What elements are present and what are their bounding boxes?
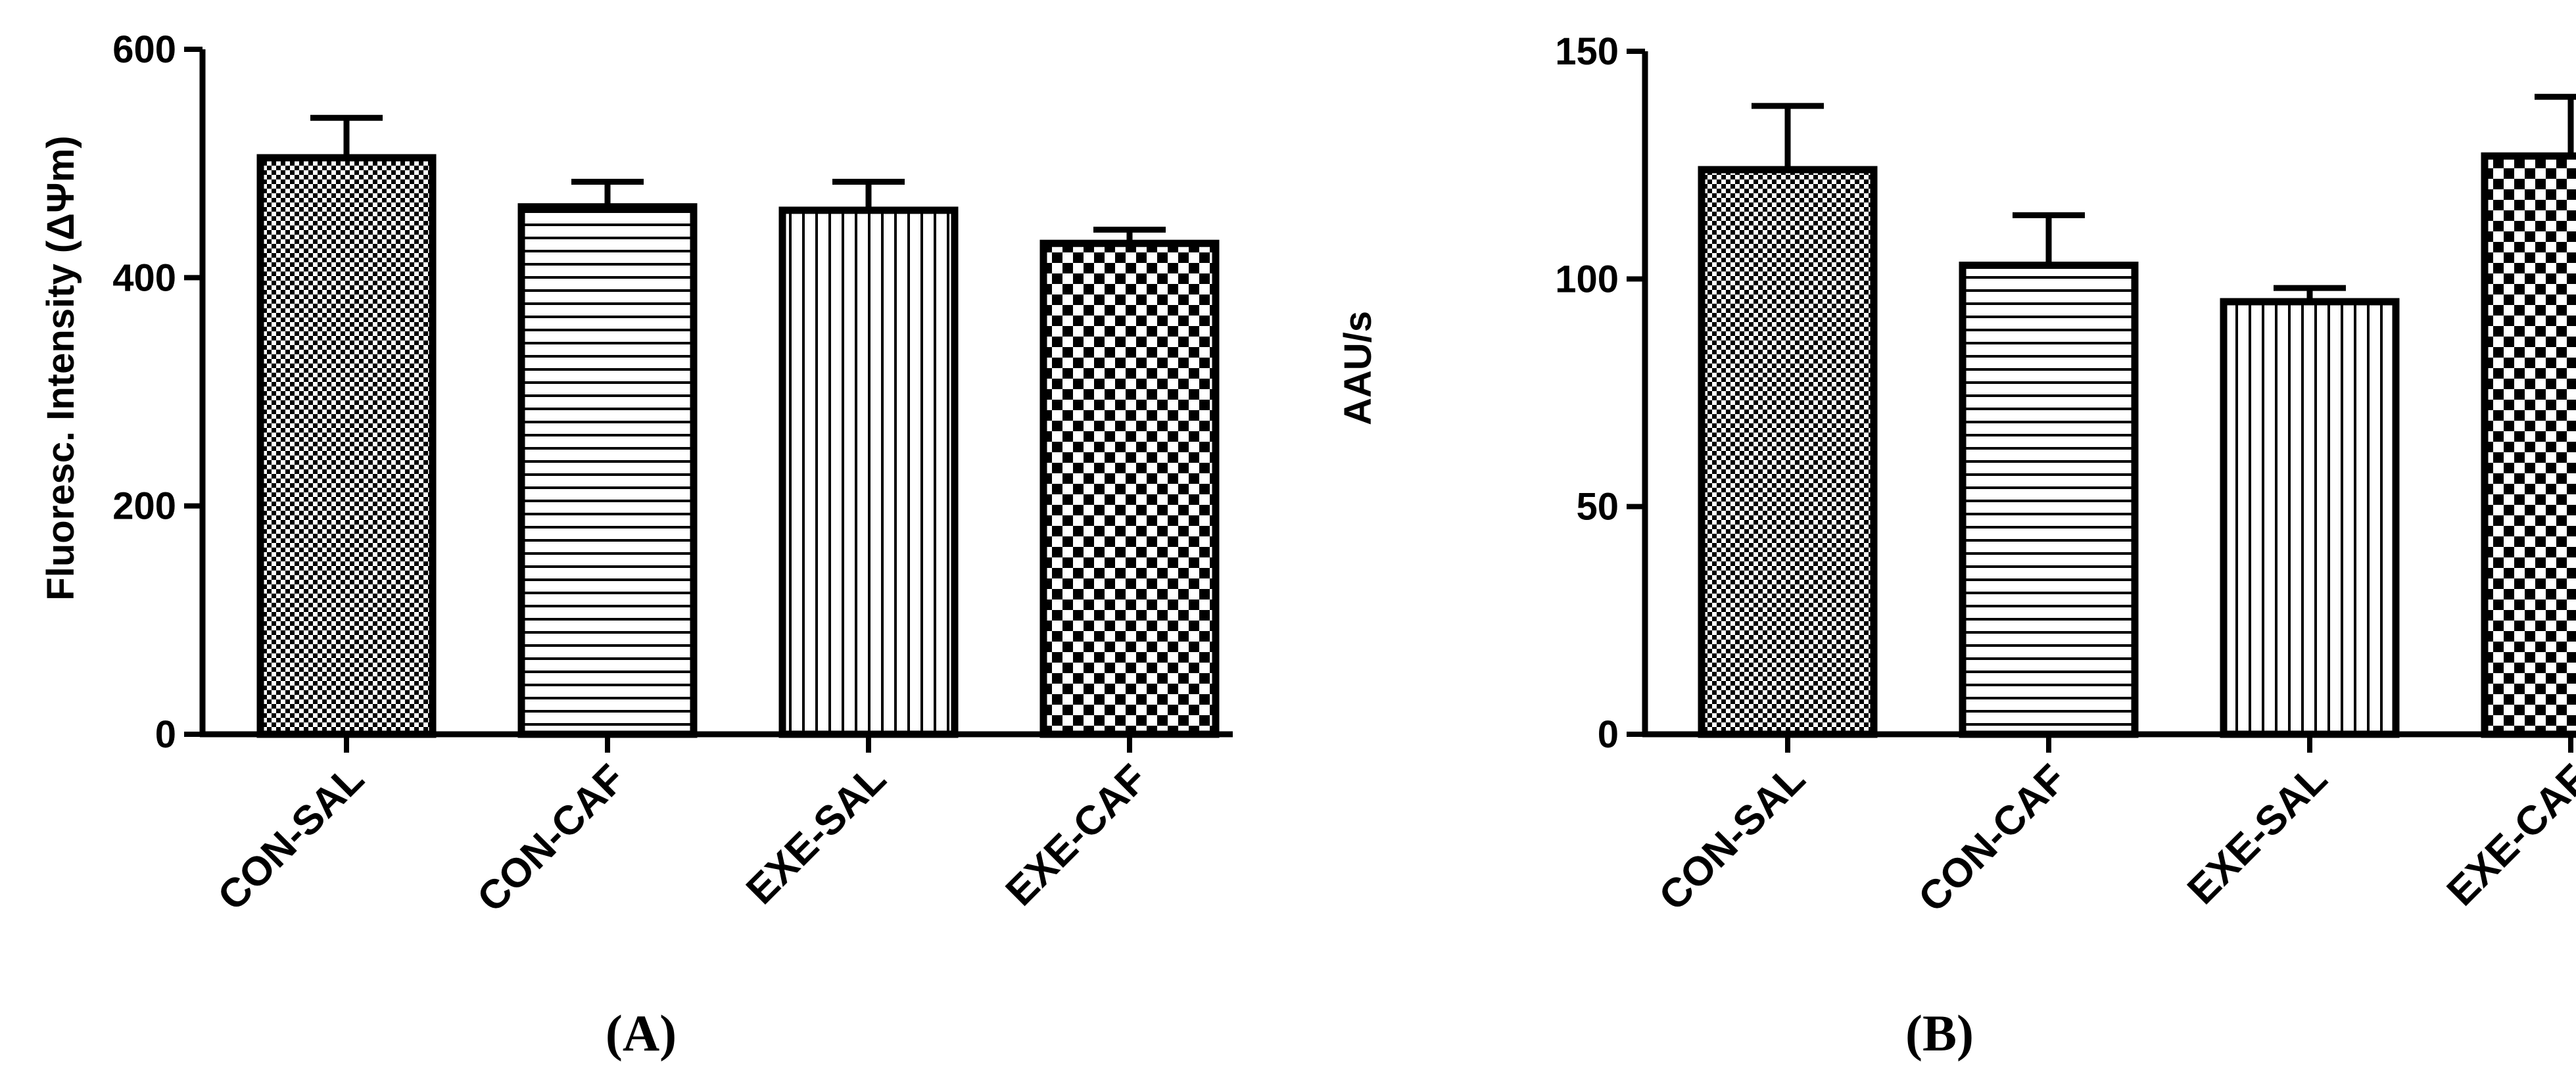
bar-con-sal xyxy=(1698,166,1878,738)
y-axis-label: Fluoresc. Intensity (ΔΨm) xyxy=(39,135,82,600)
bar-con-sal xyxy=(256,154,437,738)
category-label: CON-CAF xyxy=(1910,756,2075,921)
y-tick-label: 0 xyxy=(1598,713,1619,756)
category-label: EXE-CAF xyxy=(997,756,1156,914)
category-label: CON-SAL xyxy=(1650,756,1813,919)
bar-con-caf xyxy=(517,203,698,738)
category-label: CON-CAF xyxy=(469,756,634,921)
bar-exe-sal xyxy=(2220,298,2400,738)
bar-exe-sal xyxy=(778,206,959,738)
panel-label: (B) xyxy=(1905,1004,1974,1062)
category-label: CON-SAL xyxy=(209,756,372,919)
y-tick-label: 150 xyxy=(1555,30,1619,73)
y-tick-label: 50 xyxy=(1576,486,1619,529)
chart-panel-b: AAU/s 0 50 100 150 CON-SAL CON-CAF EXE-SAL EXE… xyxy=(1337,30,2576,1062)
bar-exe-caf xyxy=(1039,239,1220,738)
category-label: EXE-SAL xyxy=(738,756,895,913)
bar-con-caf xyxy=(1959,262,2139,738)
bar-exe-caf xyxy=(2481,152,2576,738)
y-axis-label: AAU/s xyxy=(1337,311,1379,425)
y-tick-label: 0 xyxy=(155,713,176,756)
chart-panel-a: Fluoresc. Intensity (ΔΨm) 0 200 400 600 CON… xyxy=(39,28,1233,1062)
panel-label: (A) xyxy=(606,1004,677,1062)
y-tick-label: 600 xyxy=(112,28,176,71)
category-label: EXE-CAF xyxy=(2439,756,2576,914)
category-label: EXE-SAL xyxy=(2179,756,2336,913)
y-tick-label: 200 xyxy=(112,485,176,528)
y-tick-label: 400 xyxy=(112,256,176,299)
y-tick-label: 100 xyxy=(1555,258,1619,300)
